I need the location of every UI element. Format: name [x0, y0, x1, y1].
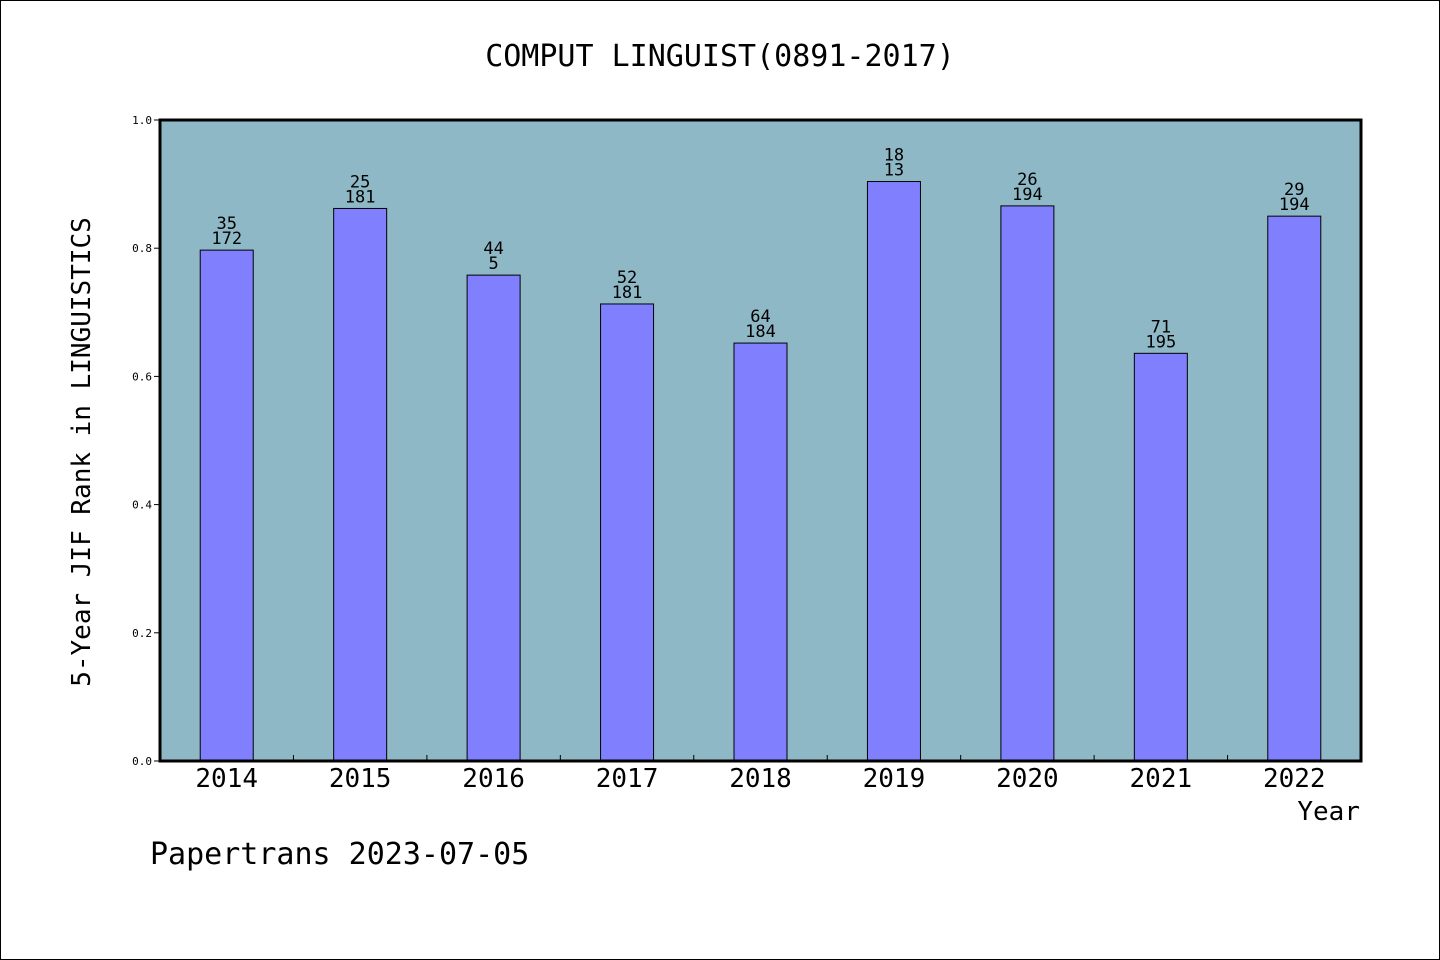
bar-total-label: 194: [1012, 185, 1043, 205]
y-tick-label: 0.2: [132, 627, 152, 640]
bar-total-label: 172: [211, 229, 242, 249]
x-tick-label: 2020: [996, 764, 1059, 794]
bar-rank-label: 35: [216, 214, 236, 234]
bar-2022: [1267, 215, 1322, 762]
bar-2014: [199, 249, 254, 762]
bar-2015: [333, 207, 388, 762]
axis-layer: 0.0 0.2 0.4 0.6 0.8 1.0 2014 2015 2016 2017 2018 20…: [132, 114, 1325, 794]
bar-rank-label: 71: [1151, 317, 1171, 337]
y-axis-label: 5-Year JIF Rank in LINGUISTICS: [67, 217, 97, 687]
plot-border: [158, 118, 1363, 763]
bar-2019: [866, 181, 921, 762]
bar-rank-label: 64: [750, 307, 770, 327]
watermark-text: Papertrans 2023-07-05: [150, 837, 529, 872]
y-tick-label: 0.8: [132, 242, 152, 255]
x-axis-label: Year: [1297, 797, 1360, 827]
x-tick-label: 2015: [329, 764, 392, 794]
bar-rank-label: 25: [350, 172, 370, 192]
y-tick-label: 0.0: [132, 755, 152, 768]
x-tick-label: 2021: [1130, 764, 1193, 794]
x-tick-label: 2022: [1263, 764, 1326, 794]
bar-rank-label: 29: [1284, 180, 1304, 200]
bar-rank-label: 52: [617, 268, 637, 288]
bar-rank-label: 26: [1017, 170, 1037, 190]
x-tick-label: 2017: [596, 764, 659, 794]
chart-title: COMPUT LINGUIST(0891-2017): [485, 39, 955, 74]
bar-2016: [466, 274, 521, 762]
bar-total-label: 181: [612, 283, 643, 303]
bar-total-label: 194: [1279, 195, 1310, 215]
bar-total-label: 181: [345, 187, 376, 207]
bar-2018: [733, 342, 788, 762]
y-tick-label: 0.4: [132, 499, 152, 512]
bar-total-label: 13: [884, 161, 904, 181]
bar-total-label: 5: [488, 254, 498, 274]
x-tick-label: 2018: [729, 764, 792, 794]
x-tick-label: 2014: [195, 764, 258, 794]
y-tick-label: 1.0: [132, 114, 152, 127]
bar-rank-label: 18: [884, 146, 904, 166]
bar-2017: [600, 303, 655, 762]
bar-total-label: 195: [1145, 332, 1176, 352]
bar-2020: [1000, 205, 1055, 762]
x-tick-label: 2019: [863, 764, 926, 794]
y-tick-label: 0.6: [132, 370, 152, 383]
bar-2021: [1133, 352, 1188, 762]
bar-rank-label: 44: [483, 239, 503, 259]
x-tick-label: 2016: [462, 764, 525, 794]
bar-total-label: 184: [745, 322, 776, 342]
